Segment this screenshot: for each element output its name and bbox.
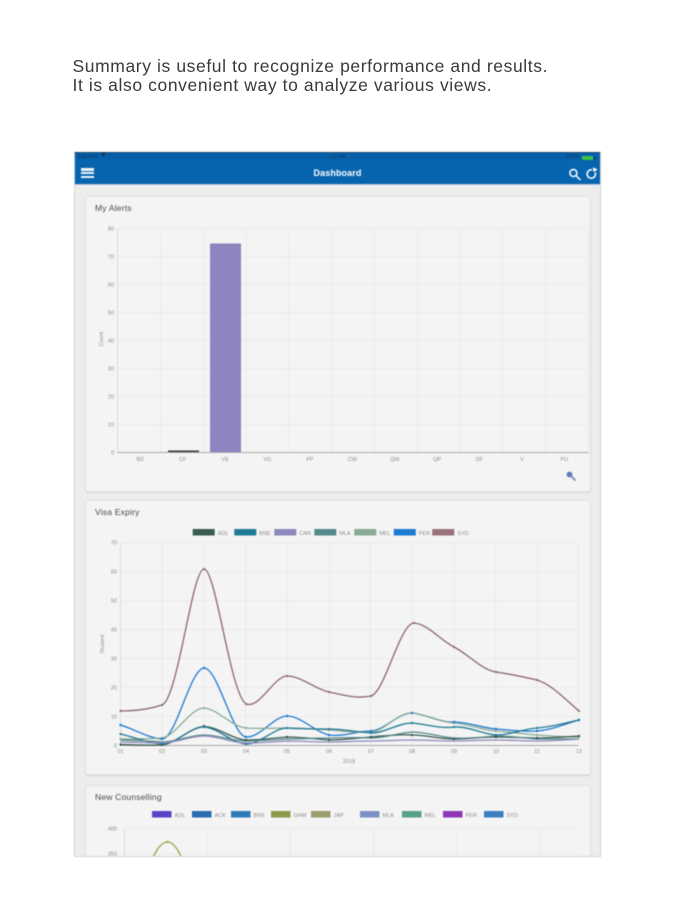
svg-text:BNE: BNE	[259, 531, 271, 537]
svg-text:VG: VG	[264, 457, 272, 463]
svg-text:CF: CF	[179, 457, 187, 463]
svg-text:QW: QW	[390, 457, 400, 463]
svg-text:MLA: MLA	[339, 531, 351, 537]
svg-text:30: 30	[108, 367, 114, 373]
svg-text:01: 01	[117, 749, 123, 755]
svg-text:VE: VE	[221, 457, 229, 463]
svg-text:Count: Count	[99, 331, 105, 346]
svg-text:40: 40	[108, 339, 114, 345]
svg-text:400: 400	[108, 827, 117, 833]
svg-text:11: 11	[534, 749, 540, 755]
svg-text:350: 350	[108, 852, 117, 858]
svg-text:40: 40	[111, 628, 117, 634]
svg-text:ADL: ADL	[218, 531, 229, 537]
svg-text:05: 05	[284, 749, 290, 755]
svg-text:MLA: MLA	[383, 813, 395, 819]
svg-text:20: 20	[108, 395, 114, 401]
svg-text:CW: CW	[348, 457, 358, 463]
svg-text:20: 20	[111, 686, 117, 692]
svg-text:03: 03	[201, 749, 207, 755]
svg-text:60: 60	[108, 283, 114, 289]
svg-text:GHM: GHM	[294, 813, 307, 819]
svg-text:80: 80	[108, 227, 114, 233]
svg-text:SYD: SYD	[457, 531, 468, 537]
svg-text:30: 30	[111, 657, 117, 663]
svg-text:ADL: ADL	[175, 813, 186, 819]
svg-text:10: 10	[111, 715, 117, 721]
svg-text:09: 09	[451, 749, 457, 755]
svg-text:V: V	[520, 457, 524, 463]
svg-text:MEL: MEL	[425, 813, 436, 819]
svg-text:02: 02	[159, 749, 165, 755]
svg-text:MEL: MEL	[379, 531, 390, 537]
svg-text:PU: PU	[560, 457, 568, 463]
svg-text:SYD: SYD	[507, 813, 518, 819]
svg-text:JAP: JAP	[334, 813, 344, 819]
svg-text:50: 50	[111, 599, 117, 605]
svg-text:50: 50	[108, 311, 114, 317]
svg-text:PER: PER	[466, 813, 477, 819]
svg-text:10: 10	[493, 749, 499, 755]
svg-text:0: 0	[114, 744, 117, 750]
svg-text:70: 70	[111, 541, 117, 547]
svg-text:CAN: CAN	[299, 531, 311, 537]
svg-text:Student: Student	[100, 634, 106, 653]
svg-text:2018: 2018	[343, 759, 355, 765]
svg-text:PER: PER	[419, 531, 430, 537]
svg-text:DF: DF	[476, 457, 484, 463]
svg-text:04: 04	[243, 749, 249, 755]
svg-text:08: 08	[409, 749, 415, 755]
svg-text:10: 10	[108, 423, 114, 429]
svg-text:BNE: BNE	[254, 813, 266, 819]
svg-text:ACK: ACK	[215, 813, 227, 819]
svg-text:BD: BD	[136, 457, 144, 463]
svg-text:PP: PP	[306, 457, 314, 463]
svg-text:07: 07	[368, 749, 374, 755]
svg-text:0: 0	[111, 451, 114, 457]
svg-text:12: 12	[576, 749, 582, 755]
svg-text:60: 60	[111, 570, 117, 576]
svg-text:QP: QP	[433, 457, 441, 463]
svg-text:06: 06	[326, 749, 332, 755]
svg-text:70: 70	[108, 255, 114, 261]
